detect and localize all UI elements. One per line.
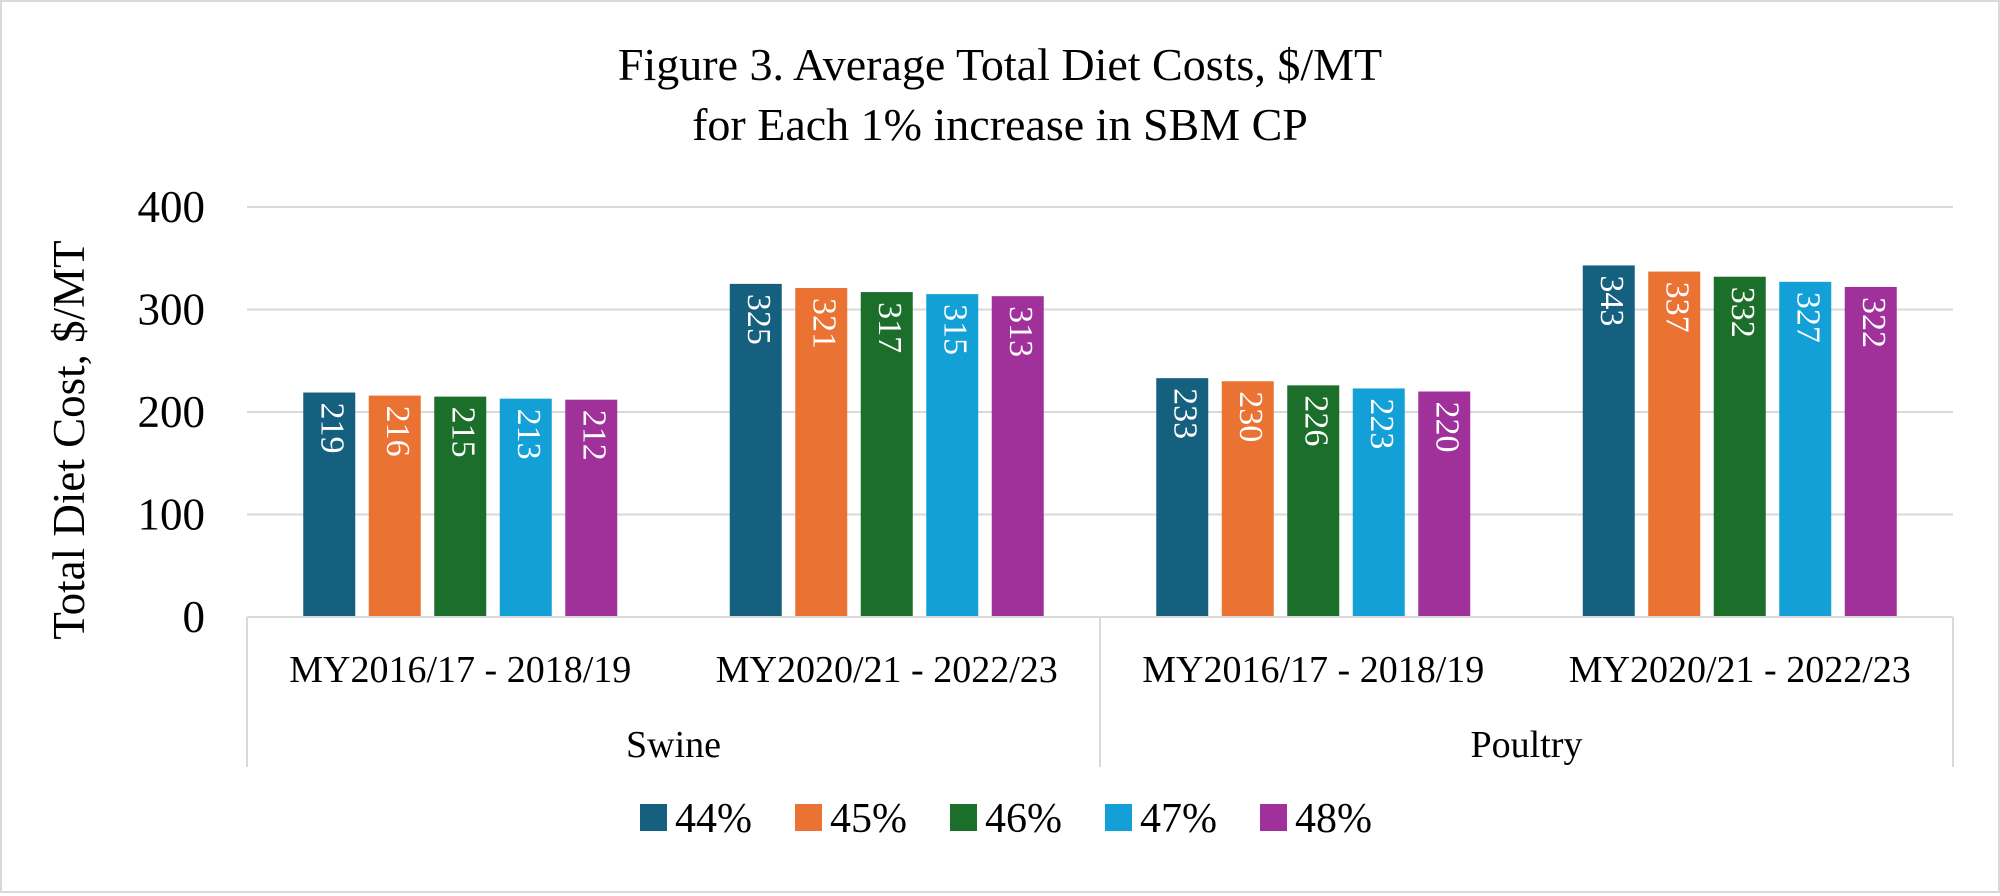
y-tick-label: 0 — [183, 592, 206, 642]
x-tick-label: MY2020/21 - 2022/23 — [1569, 649, 1911, 691]
bar-44%-3 — [1156, 378, 1209, 617]
bar-46%-2 — [860, 292, 913, 617]
data-label: 332 — [1724, 287, 1761, 338]
legend-label: 44% — [675, 796, 752, 842]
chart-title-line-2: for Each 1% increase in SBM CP — [692, 99, 1308, 150]
group-label: Swine — [626, 724, 721, 766]
bar-47%-1 — [499, 398, 552, 617]
legend-label: 47% — [1140, 796, 1217, 842]
bar-44%-1 — [303, 392, 356, 617]
data-label: 322 — [1855, 297, 1892, 348]
bar-45%-4 — [1648, 271, 1701, 617]
legend-label: 48% — [1295, 796, 1372, 842]
bar-45%-1 — [368, 395, 421, 617]
x-tick-label: MY2016/17 - 2018/19 — [289, 649, 631, 691]
data-label: 213 — [510, 409, 547, 460]
legend-swatch — [950, 804, 977, 831]
data-label: 327 — [1789, 292, 1826, 343]
data-label: 212 — [575, 410, 612, 461]
data-label: 215 — [444, 407, 481, 458]
bar-47%-4 — [1779, 281, 1832, 617]
x-tick-label: MY2020/21 - 2022/23 — [716, 649, 1058, 691]
legend-label: 45% — [830, 796, 907, 842]
data-label: 226 — [1297, 395, 1334, 446]
y-axis-ticks: 0 100 200 300 400 — [138, 182, 206, 642]
y-tick-label: 400 — [138, 182, 206, 232]
data-label: 233 — [1166, 388, 1203, 439]
bar-48%-1 — [565, 399, 618, 617]
data-label: 223 — [1363, 398, 1400, 449]
data-label: 325 — [740, 294, 777, 345]
legend-swatch — [795, 804, 822, 831]
data-label: 219 — [313, 403, 350, 454]
data-label: 220 — [1428, 402, 1465, 453]
bar-44%-4 — [1582, 265, 1635, 617]
data-label: 230 — [1232, 391, 1269, 442]
data-label: 337 — [1658, 282, 1695, 333]
y-axis-label: Total Diet Cost, $/MT — [44, 240, 94, 639]
bar-46%-4 — [1713, 276, 1766, 617]
data-label: 216 — [379, 406, 416, 457]
data-label: 317 — [871, 302, 908, 353]
data-labels: 219 216 215 213 212 325 321 317 315 313 233 230 226 2… — [313, 275, 1892, 460]
legend-swatch — [1105, 804, 1132, 831]
legend-swatch — [1260, 804, 1287, 831]
data-label: 313 — [1002, 306, 1039, 357]
legend-label: 46% — [985, 796, 1062, 842]
bars — [303, 265, 1897, 617]
chart-title-line-1: Figure 3. Average Total Diet Costs, $/MT — [618, 39, 1382, 90]
bar-44%-2 — [729, 283, 782, 617]
chart-title: Figure 3. Average Total Diet Costs, $/MT… — [618, 39, 1382, 150]
data-label: 321 — [805, 298, 842, 349]
bar-48%-4 — [1844, 286, 1897, 617]
group-label: Poultry — [1471, 724, 1583, 766]
y-tick-label: 100 — [138, 490, 206, 540]
x-axis: MY2016/17 - 2018/19 MY2020/21 - 2022/23 MY… — [246, 616, 1954, 767]
data-label: 343 — [1593, 275, 1630, 326]
legend: 44% 45% 46% 47% 48% — [640, 796, 1372, 842]
data-label: 315 — [936, 304, 973, 355]
bar-47%-3 — [1352, 388, 1405, 617]
bar-46%-1 — [434, 396, 487, 617]
x-tick-label: MY2016/17 - 2018/19 — [1142, 649, 1484, 691]
y-tick-label: 300 — [138, 285, 206, 335]
bar-47%-2 — [926, 294, 979, 617]
bar-48%-3 — [1418, 391, 1471, 617]
y-tick-label: 200 — [138, 387, 206, 437]
bar-45%-2 — [795, 287, 848, 617]
bar-45%-3 — [1221, 381, 1274, 617]
bar-48%-2 — [991, 296, 1044, 617]
bar-46%-3 — [1287, 385, 1340, 617]
legend-swatch — [640, 804, 667, 831]
